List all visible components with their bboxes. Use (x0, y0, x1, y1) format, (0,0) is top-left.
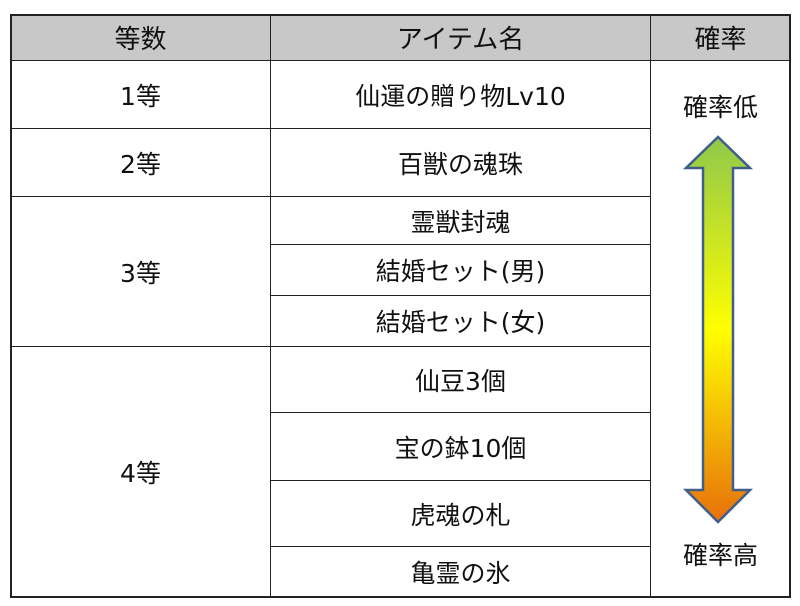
probability-high-label: 確率高 (682, 541, 758, 570)
probability-low-label: 確率低 (682, 93, 758, 122)
item-cell: 百獣の魂珠 (270, 128, 651, 197)
item-cell: 結婚セット(女) (270, 295, 651, 347)
header-probability: 確率 (650, 14, 791, 61)
item-cell: 結婚セット(男) (270, 244, 651, 296)
header-rank: 等数 (10, 14, 271, 61)
